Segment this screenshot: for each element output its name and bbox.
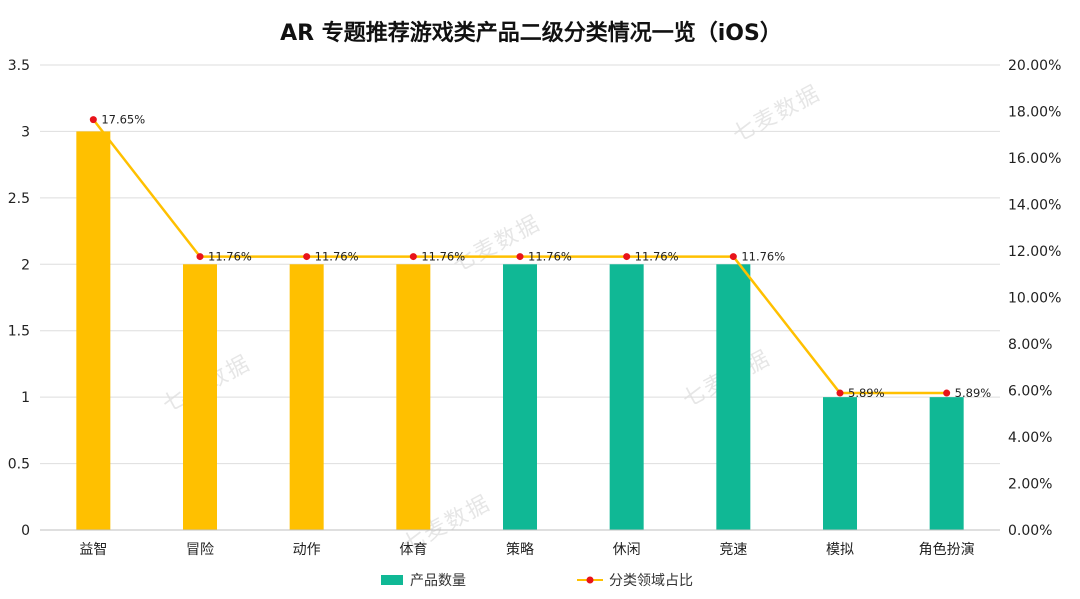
x-category-label: 策略: [506, 541, 534, 558]
legend-bar-label: 产品数量: [410, 573, 466, 589]
y-right-tick-label: 0.00%: [1008, 523, 1052, 539]
line-point: [89, 116, 97, 124]
y-axis-left: 0 0.5 1 1.5 2 2.5 3 3.5: [8, 58, 30, 539]
y-right-tick-label: 16.00%: [1008, 151, 1061, 167]
line-point: [409, 253, 417, 261]
y-right-tick-label: 18.00%: [1008, 105, 1061, 121]
y-right-tick-label: 8.00%: [1008, 337, 1052, 353]
y-right-tick-label: 12.00%: [1008, 244, 1061, 260]
line-data-label: 11.76%: [315, 250, 359, 264]
line-point: [729, 253, 737, 261]
x-category-label: 冒险: [186, 542, 214, 558]
bar-series: [76, 131, 964, 530]
legend: 产品数量 分类领域占比: [381, 573, 693, 589]
legend-line-marker: [586, 576, 594, 584]
y-left-tick-label: 1: [21, 390, 30, 406]
line-data-label: 5.89%: [848, 386, 885, 400]
y-right-tick-label: 10.00%: [1008, 291, 1061, 307]
y-left-tick-label: 1.5: [8, 324, 30, 340]
bar-模拟: [823, 397, 857, 530]
line-data-label: 11.76%: [528, 250, 572, 264]
x-category-label: 角色扮演: [919, 541, 975, 558]
y-left-tick-label: 2.5: [8, 191, 30, 207]
line-data-label: 11.76%: [208, 250, 252, 264]
line-data-label: 5.89%: [955, 386, 992, 400]
y-right-tick-label: 2.00%: [1008, 477, 1052, 493]
y-left-tick-label: 2: [21, 257, 30, 273]
y-left-tick-label: 3: [21, 124, 30, 140]
bar-冒险: [183, 264, 217, 530]
line-data-label: 11.76%: [635, 250, 679, 264]
bar-策略: [503, 264, 537, 530]
y-left-tick-label: 0: [21, 523, 30, 539]
x-category-label: 休闲: [613, 542, 641, 558]
x-category-label: 竞速: [719, 541, 747, 558]
bar-益智: [76, 131, 111, 530]
line-data-label: 17.65%: [101, 113, 145, 127]
y-axis-right: 0.00% 2.00% 4.00% 6.00% 8.00% 10.00% 12.00% 14.…: [1008, 58, 1061, 539]
line-series: 17.65% 11.76% 11.76% 11.76% 11.76% 11.76% 11.7…: [89, 113, 992, 400]
y-right-tick-label: 6.00%: [1008, 384, 1052, 400]
bar-动作: [289, 264, 324, 530]
line-point: [516, 253, 524, 261]
line-point: [196, 253, 204, 261]
chart-title: AR 专题推荐游戏类产品二级分类情况一览（iOS）: [280, 20, 782, 46]
bar-体育: [396, 264, 431, 530]
line-point: [623, 253, 631, 261]
legend-bar-swatch: [381, 575, 403, 585]
y-left-tick-label: 3.5: [8, 58, 30, 74]
line-data-label: 11.76%: [421, 250, 465, 264]
x-category-label: 模拟: [826, 542, 854, 558]
bar-休闲: [609, 264, 644, 530]
y-right-tick-label: 14.00%: [1008, 198, 1061, 214]
legend-line-label: 分类领域占比: [609, 573, 693, 589]
line-point: [303, 253, 311, 261]
y-right-tick-label: 20.00%: [1008, 58, 1061, 74]
watermark-text: 七麦数据: [729, 81, 826, 148]
line-point: [943, 389, 951, 397]
x-axis: 益智 冒险 动作 体育 策略 休闲 竞速 模拟 角色扮演: [40, 529, 1000, 558]
y-right-tick-label: 4.00%: [1008, 430, 1052, 446]
x-category-label: 动作: [293, 542, 321, 558]
line-data-label: 11.76%: [741, 250, 785, 264]
y-left-tick-label: 0.5: [8, 457, 30, 473]
bar-角色扮演: [929, 397, 964, 530]
x-category-label: 体育: [399, 542, 427, 558]
line-point: [836, 389, 844, 397]
x-category-label: 益智: [79, 542, 107, 558]
bar-竞速: [716, 264, 751, 530]
